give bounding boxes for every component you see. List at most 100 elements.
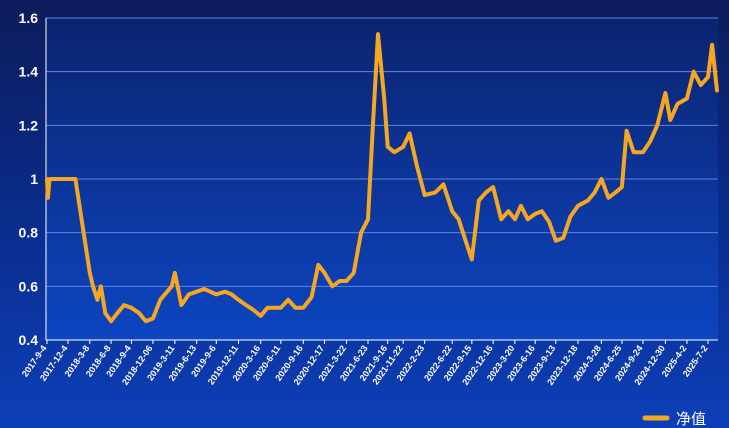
data-point	[655, 123, 659, 127]
data-point	[230, 292, 234, 296]
y-tick-label: 0.8	[19, 225, 39, 241]
data-point	[540, 209, 544, 213]
data-point	[345, 279, 348, 283]
data-point	[668, 118, 672, 122]
data-point	[470, 258, 474, 261]
data-point	[692, 70, 696, 74]
y-tick-label: 1.2	[19, 117, 39, 133]
data-point	[415, 164, 419, 168]
data-point	[533, 212, 537, 216]
data-point	[568, 215, 572, 219]
data-point	[45, 177, 49, 181]
data-point	[259, 314, 263, 318]
x-tick-labels: 2017-9-42017-12-42018-3-82018-6-82018-9-…	[20, 340, 710, 387]
data-point	[491, 185, 495, 189]
data-point	[310, 295, 314, 299]
data-point	[423, 193, 427, 197]
data-point	[614, 190, 617, 194]
data-point	[151, 317, 155, 320]
data-point	[620, 185, 624, 189]
data-point	[214, 292, 218, 296]
data-point	[386, 145, 390, 149]
data-point	[359, 231, 363, 235]
data-point	[408, 131, 412, 135]
y-tick-label: 1.6	[19, 10, 39, 26]
data-point	[371, 123, 375, 127]
data-point	[99, 284, 103, 288]
data-point	[137, 311, 141, 315]
data-point	[593, 190, 597, 194]
y-tick-label: 1.4	[19, 64, 39, 80]
data-point	[91, 284, 95, 288]
data-point	[173, 271, 177, 275]
y-tick-label: 1	[30, 171, 38, 187]
data-point	[663, 91, 667, 95]
data-point	[109, 319, 113, 323]
data-point	[338, 279, 342, 283]
data-point	[265, 306, 269, 310]
data-point	[252, 309, 256, 312]
y-tick-label: 0.4	[19, 332, 39, 348]
data-point	[195, 290, 199, 294]
data-point	[715, 89, 719, 92]
data-point	[506, 209, 510, 213]
legend: 净值	[642, 411, 706, 428]
data-point	[48, 177, 51, 181]
data-point	[676, 102, 679, 106]
data-point	[561, 236, 565, 240]
data-point	[484, 190, 488, 194]
data-point	[382, 97, 386, 100]
data-point	[441, 182, 445, 186]
data-point	[301, 306, 305, 310]
data-point	[648, 139, 652, 143]
data-point	[95, 298, 99, 302]
data-point	[187, 292, 191, 296]
data-point	[625, 129, 629, 133]
data-point	[513, 217, 517, 221]
data-point	[272, 306, 276, 310]
data-point	[699, 83, 703, 87]
data-point	[53, 177, 57, 181]
data-point	[158, 298, 162, 302]
data-point	[316, 263, 320, 267]
data-point	[209, 290, 212, 294]
data-point	[576, 204, 580, 208]
data-point	[286, 298, 290, 302]
data-point	[115, 311, 119, 315]
data-point	[450, 209, 454, 213]
data-point	[710, 43, 714, 47]
data-point	[323, 271, 326, 275]
data-point	[66, 177, 70, 181]
data-point	[144, 319, 148, 323]
series-lines	[45, 32, 719, 324]
data-point	[352, 271, 356, 275]
data-point	[554, 239, 558, 243]
data-point	[202, 287, 206, 291]
data-point	[499, 217, 503, 221]
data-point	[237, 298, 240, 302]
legend-label: 净值	[676, 411, 706, 428]
data-point	[526, 217, 530, 221]
data-point	[170, 284, 174, 288]
data-point	[46, 196, 50, 200]
data-point	[73, 177, 77, 181]
data-point	[632, 150, 636, 154]
data-point	[179, 303, 183, 307]
data-point	[463, 236, 467, 240]
data-point	[519, 204, 523, 208]
y-tick-label: 0.6	[19, 278, 39, 294]
data-point	[279, 306, 283, 310]
data-point	[607, 196, 610, 200]
data-point	[685, 97, 689, 100]
data-point	[366, 217, 370, 221]
data-point	[122, 303, 126, 307]
data-point	[103, 311, 107, 315]
data-point	[706, 75, 710, 79]
data-point	[641, 150, 645, 154]
data-point	[129, 306, 133, 310]
data-point	[376, 32, 380, 36]
data-point	[244, 303, 248, 307]
data-point	[599, 177, 603, 181]
data-point	[547, 220, 551, 224]
